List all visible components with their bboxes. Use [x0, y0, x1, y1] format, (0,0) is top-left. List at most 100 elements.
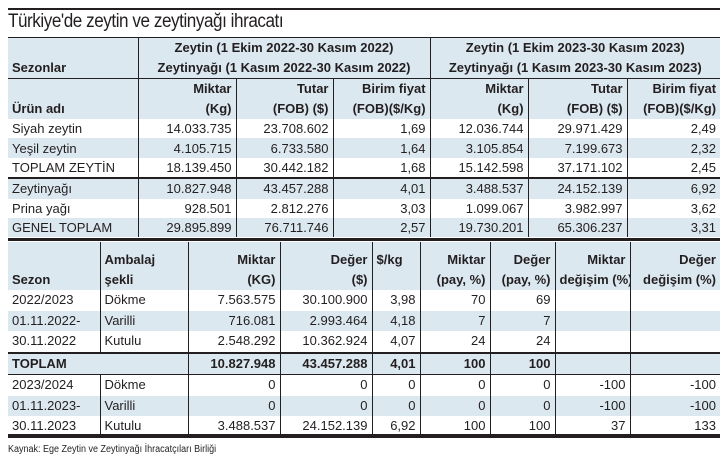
seasons-label: Sezonlar [12, 60, 67, 75]
table-cell: 43.457.288 [235, 178, 333, 199]
table-cell: 2.993.464 [279, 310, 372, 331]
table-cell: 4,01 [332, 178, 431, 199]
row-label: 30.11.2022 [12, 333, 77, 349]
table-cell: 100 [489, 351, 555, 375]
table-cell: 24 [419, 331, 490, 353]
table-cell: 6.733.580 [235, 138, 333, 158]
table-cell: 43.457.288 [279, 351, 372, 375]
table-cell [554, 310, 630, 331]
table-cell: 133 [629, 416, 720, 437]
table-cell: -100 [629, 395, 720, 416]
column-header: Ambalaj şekli [99, 242, 188, 290]
table-cell: 0 [187, 395, 280, 416]
table-cell: 2,49 [626, 119, 721, 139]
row-label: TOPLAM ZEYTİN [12, 159, 116, 175]
product-name-label: Ürün adı [12, 101, 65, 116]
table-cell: 18.139.450 [137, 157, 236, 179]
table-cell: 1.099.067 [429, 198, 529, 218]
table-cell: 7 [419, 310, 490, 331]
table-cell: 0 [187, 374, 280, 396]
table-cell: 7 [489, 310, 555, 331]
table-cell: 37.171.102 [527, 157, 628, 179]
table-cell [629, 351, 720, 375]
table-cell: 4.105.715 [137, 138, 236, 158]
table-cell: 2.812.276 [235, 198, 333, 218]
table-cell: 3,98 [371, 290, 420, 311]
table-cell: 100 [489, 416, 555, 437]
table-cell: 15.142.598 [429, 157, 529, 179]
column-header: Tutar (FOB) ($) [527, 78, 628, 119]
table-cell: 2,57 [332, 217, 431, 238]
table-cell: 1,69 [332, 119, 431, 139]
table-cell: 6,92 [626, 178, 721, 199]
table-cell: 7.563.575 [187, 290, 280, 311]
table-cell: 2.548.292 [187, 331, 280, 353]
table-cell: 0 [279, 395, 372, 416]
row-label: Zeytinyağı [12, 181, 72, 197]
row-label: Yeşil zeytin [12, 140, 77, 156]
table-cell: 24.152.139 [527, 178, 628, 199]
exports-by-product-table: Sezonlar Zeytin (1 Ekim 2022-30 Kasım 20… [8, 38, 721, 238]
column-header: Miktar (Kg) [429, 78, 529, 119]
table-cell: 3.488.537 [429, 178, 529, 199]
table-cell: 10.362.924 [279, 331, 372, 353]
table-cell: 100 [419, 416, 490, 437]
table-row: 01.11.2023- Varilli 0 0 0 0 0 -100 -100 [8, 395, 720, 416]
table-cell [629, 290, 720, 311]
table-cell: Varilli [99, 395, 188, 416]
table-cell: Dökme [99, 374, 188, 396]
source-note: Kaynak: Ege Zeytin ve Zeytinyağı İhracat… [8, 444, 217, 455]
row-label: GENEL TOPLAM [12, 220, 113, 236]
table-cell [629, 310, 720, 331]
column-header: Miktar (Kg) [137, 78, 236, 119]
table-row: Zeytinyağı 10.827.948 43.457.288 4,01 3.488.… [8, 178, 721, 199]
table-cell: 2,45 [626, 157, 721, 179]
table-cell: 37 [554, 416, 630, 437]
table-cell: Kutulu [99, 331, 188, 353]
table-cell: 3.982.997 [527, 198, 628, 218]
table-cell: 10.827.948 [137, 178, 236, 199]
table-cell: 4,01 [371, 351, 420, 375]
column-header: Miktar değişim (%) [554, 242, 630, 290]
column-header: Birim fiyat (FOB)($/Kg) [332, 78, 431, 119]
table-cell: 14.033.735 [137, 119, 236, 139]
table-cell: 1,64 [332, 138, 431, 158]
table-row: Siyah zeytin 14.033.735 23.708.602 1,69 12.0… [8, 119, 721, 139]
column-header: Değer (pay, %) [489, 242, 555, 290]
table-cell [554, 351, 630, 375]
table-cell: 0 [371, 395, 420, 416]
table-cell: 7.199.673 [527, 138, 628, 158]
column-header: Değer değişim (%) [629, 242, 720, 290]
period-2023-header: Zeytin (1 Ekim 2023-30 Kasım 2023) Zeytin… [429, 38, 721, 79]
column-header: Miktar (pay, %) [419, 242, 490, 290]
table-cell: 3.488.537 [187, 416, 280, 437]
table-cell: 6,92 [371, 416, 420, 437]
table-cell: 716.081 [187, 310, 280, 331]
table-cell: 0 [489, 374, 555, 396]
row-label: 2022/2023 [12, 292, 74, 308]
row-label: Prina yağı [12, 200, 71, 216]
table-row: 30.11.2022 Kutulu 2.548.292 10.362.924 4,07 2… [8, 331, 720, 353]
divider [8, 238, 720, 241]
table-cell: 29.895.899 [137, 217, 236, 238]
table-row: 30.11.2023 Kutulu 3.488.537 24.152.139 6,92 1… [8, 416, 720, 437]
table-cell: 3,31 [626, 217, 721, 238]
column-header: Tutar (FOB) ($) [235, 78, 333, 119]
table-cell: 2,32 [626, 138, 721, 158]
row-label: 30.11.2023 [12, 418, 77, 434]
column-header: Sezon [12, 272, 51, 287]
total-row: TOPLAM 10.827.948 43.457.288 4,01 100 100 [8, 351, 720, 375]
olive-oil-packaging-table: Sezon Ambalaj şekli Miktar (KG) Değer ($) $/kg … [8, 242, 720, 437]
row-label: 01.11.2023- [12, 397, 81, 413]
row-label: 01.11.2022- [12, 312, 81, 328]
table-cell: 3,03 [332, 198, 431, 218]
table-cell: 70 [419, 290, 490, 311]
table-cell: 30.100.900 [279, 290, 372, 311]
table-cell: 3,62 [626, 198, 721, 218]
column-header: Birim fiyat (FOB)($/Kg) [626, 78, 721, 119]
table-cell: 65.306.237 [527, 217, 628, 238]
table-cell: 0 [371, 374, 420, 396]
table-cell: 4,18 [371, 310, 420, 331]
table-cell: 19.730.201 [429, 217, 529, 238]
table-cell: 10.827.948 [187, 351, 280, 375]
